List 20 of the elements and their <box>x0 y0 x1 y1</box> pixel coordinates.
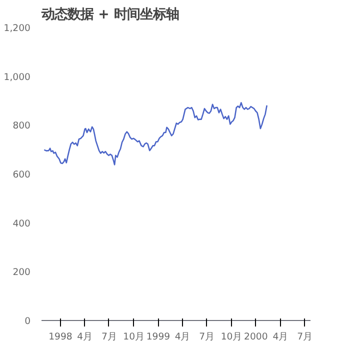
x-tick-label: 7月 <box>101 332 116 342</box>
x-tick-label: 1999 <box>146 332 170 342</box>
y-tick-label: 200 <box>12 267 31 278</box>
y-tick-label: 0 <box>24 316 31 327</box>
x-tick-label: 4月 <box>77 332 92 342</box>
y-tick-label: 400 <box>12 218 31 230</box>
x-tick-label: 7月 <box>199 332 214 342</box>
x-tick-label: 1998 <box>48 332 72 342</box>
y-tick-label: 1,000 <box>4 72 31 83</box>
y-tick-label: 800 <box>12 120 31 132</box>
y-tick-label: 1,200 <box>4 23 31 34</box>
x-tick-label: 2000 <box>244 332 268 342</box>
x-tick-label: 10月 <box>123 332 144 342</box>
x-tick-label: 4月 <box>272 332 288 342</box>
x-tick-label: 10月 <box>220 332 242 342</box>
x-tick-label: 7月 <box>297 332 312 342</box>
chart-title: 动态数据 + 时间坐标轴 <box>40 6 179 22</box>
line-series <box>44 102 268 166</box>
y-tick-label: 600 <box>12 170 31 180</box>
x-tick-label: 4月 <box>174 332 190 342</box>
